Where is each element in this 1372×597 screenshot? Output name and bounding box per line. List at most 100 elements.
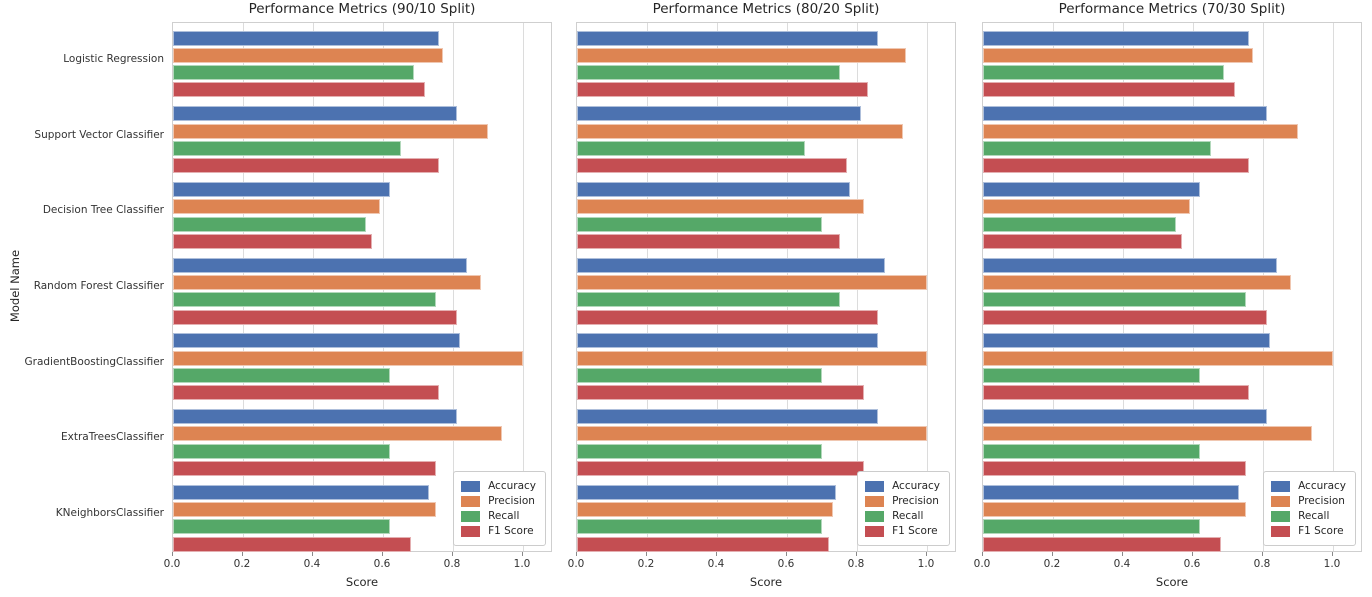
x-tick <box>382 552 383 556</box>
legend-item: Precision <box>1271 495 1346 507</box>
x-tick-label: 0.6 <box>373 558 391 570</box>
x-tick <box>242 552 243 556</box>
bar-recall <box>173 65 414 80</box>
bar-precision <box>173 199 380 214</box>
bar-f1-score <box>983 234 1182 249</box>
x-tick <box>646 552 647 556</box>
y-tick-label: GradientBoostingClassifier <box>24 356 164 368</box>
bar-recall <box>577 292 840 307</box>
bar-f1-score <box>577 310 878 325</box>
bar-recall <box>577 519 822 534</box>
x-tick-label: 0.6 <box>1183 558 1201 570</box>
bar-accuracy <box>173 182 390 197</box>
legend-item: Precision <box>461 495 536 507</box>
legend-label: F1 Score <box>1298 525 1344 537</box>
bar-precision <box>983 199 1190 214</box>
bar-accuracy <box>983 258 1277 273</box>
bar-f1-score <box>577 461 864 476</box>
bar-precision <box>173 48 443 63</box>
precision-swatch-icon <box>865 495 885 507</box>
bar-recall <box>577 368 822 383</box>
legend-label: Precision <box>1298 495 1345 507</box>
bar-recall <box>577 141 805 156</box>
legend-label: Recall <box>1298 510 1330 522</box>
x-tick-label: 0.0 <box>163 558 181 570</box>
bar-f1-score <box>577 82 868 97</box>
x-tick <box>1262 552 1263 556</box>
x-tick-label: 0.4 <box>707 558 725 570</box>
legend-label: Accuracy <box>1298 480 1346 492</box>
bar-f1-score <box>577 234 840 249</box>
x-tick-label: 0.8 <box>847 558 865 570</box>
y-tick-label: ExtraTreesClassifier <box>61 431 164 443</box>
legend-label: Accuracy <box>892 480 940 492</box>
bar-f1-score <box>173 234 372 249</box>
bar-precision <box>577 124 903 139</box>
bar-recall <box>173 444 390 459</box>
x-tick-label: 0.2 <box>637 558 655 570</box>
chart-70-30-title: Performance Metrics (70/30 Split) <box>1058 1 1286 17</box>
x-tick <box>1192 552 1193 556</box>
legend-item: Accuracy <box>461 480 536 492</box>
bar-precision <box>173 351 523 366</box>
legend-label: Precision <box>892 495 939 507</box>
bar-precision <box>983 275 1291 290</box>
bar-f1-score <box>173 385 439 400</box>
bar-f1-score <box>577 537 829 552</box>
bar-accuracy <box>173 333 460 348</box>
accuracy-swatch-icon <box>461 480 481 492</box>
bar-accuracy <box>983 31 1249 46</box>
y-tick-label: KNeighborsClassifier <box>55 507 164 519</box>
bar-f1-score <box>983 82 1235 97</box>
bar-recall <box>983 368 1200 383</box>
bar-recall <box>173 292 436 307</box>
bar-accuracy <box>577 258 885 273</box>
legend-label: Recall <box>488 510 520 522</box>
bar-f1-score <box>983 385 1249 400</box>
bar-f1-score <box>983 461 1246 476</box>
legend-item: F1 Score <box>1271 525 1346 537</box>
bar-precision <box>577 48 906 63</box>
bar-accuracy <box>983 333 1270 348</box>
gridline <box>927 23 928 551</box>
legend-label: Precision <box>488 495 535 507</box>
gridline <box>523 23 524 551</box>
bar-precision <box>173 502 436 517</box>
bar-recall <box>983 141 1211 156</box>
x-tick-label: 0.2 <box>1043 558 1061 570</box>
bar-precision <box>577 426 927 441</box>
bar-f1-score <box>983 310 1267 325</box>
x-tick <box>452 552 453 556</box>
bar-recall <box>173 368 390 383</box>
legend-item: Precision <box>865 495 940 507</box>
x-tick <box>1332 552 1333 556</box>
bar-precision <box>173 275 481 290</box>
x-tick <box>312 552 313 556</box>
x-tick-label: 1.0 <box>1323 558 1341 570</box>
legend-item: Recall <box>865 510 940 522</box>
x-tick <box>1122 552 1123 556</box>
bar-precision <box>577 351 927 366</box>
accuracy-swatch-icon <box>865 480 885 492</box>
bar-accuracy <box>173 485 429 500</box>
bar-f1-score <box>577 385 864 400</box>
legend-item: F1 Score <box>865 525 940 537</box>
recall-swatch-icon <box>1271 510 1291 522</box>
x-tick-label: 0.0 <box>567 558 585 570</box>
legend-item: Recall <box>1271 510 1346 522</box>
bar-precision <box>577 275 927 290</box>
bar-f1-score <box>173 158 439 173</box>
chart-90-10-legend: Accuracy Precision Recall F1 Score <box>453 471 546 546</box>
x-tick <box>926 552 927 556</box>
bar-accuracy <box>173 31 439 46</box>
chart-90-10-x-axis-label: Score <box>345 575 379 589</box>
legend-label: F1 Score <box>892 525 938 537</box>
x-tick <box>576 552 577 556</box>
bar-precision <box>983 426 1312 441</box>
bar-accuracy <box>983 182 1200 197</box>
chart-80-20-legend: Accuracy Precision Recall F1 Score <box>857 471 950 546</box>
bar-precision <box>173 124 488 139</box>
legend-item: Accuracy <box>865 480 940 492</box>
y-tick-label: Random Forest Classifier <box>33 280 164 292</box>
bar-recall <box>983 444 1200 459</box>
